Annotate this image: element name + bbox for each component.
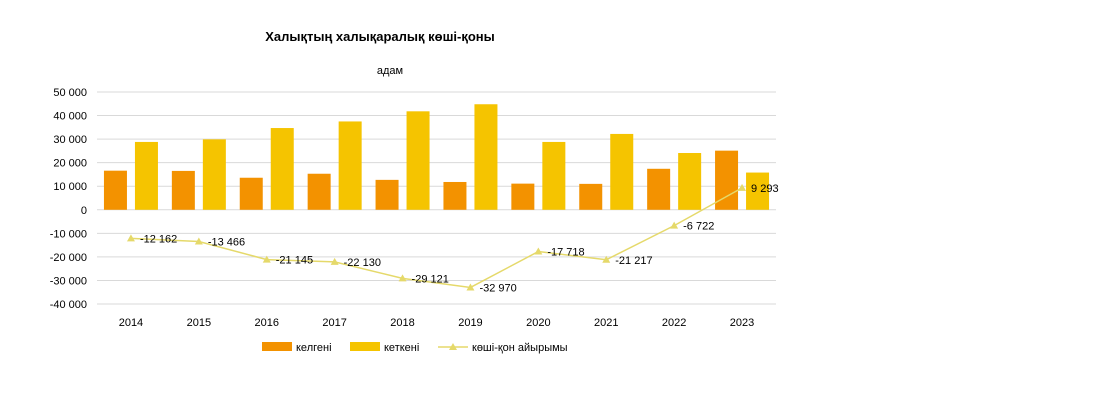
x-tick-label: 2023 bbox=[730, 317, 754, 329]
line-marker bbox=[398, 274, 407, 282]
bar-arrivals bbox=[375, 179, 399, 210]
line-marker bbox=[602, 255, 611, 263]
line-marker bbox=[534, 247, 543, 255]
x-tick-label: 2018 bbox=[390, 317, 414, 329]
bar-departures bbox=[746, 172, 770, 210]
y-tick-label: -30 000 bbox=[50, 275, 87, 287]
y-axis-ticks: 50 000 40 000 30 000 20 000 10 000 0 -10 000 -2… bbox=[50, 87, 87, 311]
legend: келгені кеткені көші-қон айырымы bbox=[262, 342, 568, 354]
y-tick-label: 20 000 bbox=[53, 158, 87, 170]
line-marker bbox=[330, 257, 339, 265]
x-tick-label: 2022 bbox=[662, 317, 686, 329]
bars bbox=[103, 104, 770, 210]
line-series bbox=[130, 187, 743, 289]
bar-arrivals bbox=[307, 173, 331, 210]
bar-arrivals bbox=[511, 183, 535, 210]
data-label: -21 217 bbox=[615, 255, 652, 267]
data-label: -22 130 bbox=[344, 257, 381, 269]
legend-label: кеткені bbox=[384, 342, 419, 354]
bar-departures bbox=[678, 153, 702, 210]
x-tick-label: 2019 bbox=[458, 317, 482, 329]
x-axis-ticks: 2014 2015 2016 2017 2018 2019 2020 2021 2022 2023 bbox=[119, 317, 755, 329]
y-tick-label: -10 000 bbox=[50, 228, 87, 240]
bar-arrivals bbox=[239, 177, 263, 210]
data-label: -6 722 bbox=[683, 221, 714, 233]
y-tick-label: -20 000 bbox=[50, 252, 87, 264]
bar-departures bbox=[202, 139, 226, 210]
x-tick-label: 2017 bbox=[322, 317, 346, 329]
line-marker bbox=[262, 255, 271, 263]
line-marker bbox=[738, 183, 747, 191]
line-marker bbox=[194, 237, 203, 245]
legend-label: көші-қон айырымы bbox=[472, 342, 568, 354]
x-tick-label: 2015 bbox=[187, 317, 211, 329]
bar-arrivals bbox=[647, 168, 671, 210]
data-label: 9 293 bbox=[751, 183, 779, 195]
data-label: -12 162 bbox=[140, 233, 177, 245]
bar-arrivals bbox=[103, 170, 127, 210]
bar-departures bbox=[134, 141, 158, 210]
bar-departures bbox=[542, 141, 566, 210]
bar-arrivals bbox=[715, 150, 739, 210]
data-label: -17 718 bbox=[547, 247, 584, 259]
data-label: -32 970 bbox=[479, 282, 516, 294]
y-tick-label: 10 000 bbox=[53, 181, 87, 193]
y-tick-label: 30 000 bbox=[53, 134, 87, 146]
data-label: -29 121 bbox=[412, 273, 449, 285]
bar-departures bbox=[474, 104, 498, 210]
bar-arrivals bbox=[579, 183, 603, 210]
line-marker bbox=[126, 234, 135, 242]
y-tick-label: 50 000 bbox=[53, 87, 87, 99]
x-tick-label: 2021 bbox=[594, 317, 618, 329]
legend-label: келгені bbox=[296, 342, 332, 354]
bar-departures bbox=[610, 133, 634, 210]
bar-arrivals bbox=[443, 181, 467, 210]
legend-swatch bbox=[262, 342, 292, 351]
data-label: -13 466 bbox=[208, 236, 245, 248]
gridlines bbox=[97, 91, 776, 305]
chart-title: Халықтың халықаралық көші-қоны bbox=[265, 29, 495, 44]
line-marker bbox=[670, 221, 679, 229]
legend-swatch bbox=[350, 342, 380, 351]
bar-departures bbox=[270, 128, 294, 210]
net-migration-line: -12 162 -13 466 -21 145 -22 130 -29 121 -32 9… bbox=[126, 183, 779, 294]
y-tick-label: 0 bbox=[81, 205, 87, 217]
data-label: -21 145 bbox=[276, 255, 313, 267]
legend-marker bbox=[449, 343, 457, 350]
bar-departures bbox=[406, 111, 430, 210]
x-tick-label: 2016 bbox=[255, 317, 279, 329]
bar-arrivals bbox=[171, 170, 195, 210]
y-axis-unit: адам bbox=[377, 65, 403, 77]
y-tick-label: 40 000 bbox=[53, 111, 87, 123]
x-tick-label: 2014 bbox=[119, 317, 143, 329]
x-tick-label: 2020 bbox=[526, 317, 550, 329]
y-tick-label: -40 000 bbox=[50, 299, 87, 311]
line-marker bbox=[466, 283, 475, 291]
bar-departures bbox=[338, 121, 362, 210]
